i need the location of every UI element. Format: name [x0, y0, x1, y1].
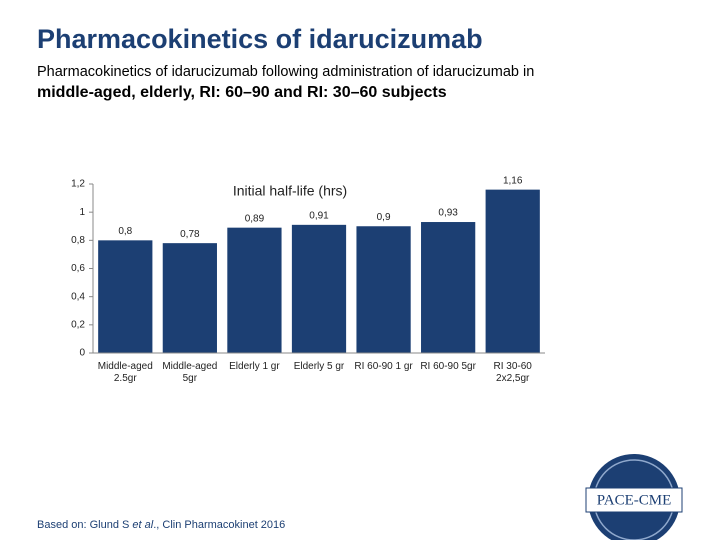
footer-text: ., Clin Pharmacokinet 2016 [153, 519, 286, 531]
bar [162, 243, 217, 353]
bar [485, 189, 540, 353]
x-tick-label: Middle-aged 2.5gr [97, 361, 153, 384]
y-tick-label: 0 [79, 348, 85, 359]
bar [291, 224, 347, 353]
y-tick-label: 1,2 [71, 179, 85, 190]
bar [227, 227, 282, 353]
value-label: 0,93 [438, 208, 458, 219]
value-label: 0,9 [377, 212, 391, 223]
y-tick-label: 0,8 [71, 235, 85, 246]
footer-italic: et al [132, 519, 154, 531]
chart-title: Initial half-life (hrs) [233, 183, 347, 199]
x-tick-label: RI 60-90 1 gr [354, 361, 413, 372]
x-tick-label: Middle-aged 5gr [162, 361, 218, 384]
subtitle-bold: middle-aged, elderly, RI: 60–90 and RI: … [37, 84, 447, 101]
y-tick-label: 0,4 [71, 291, 85, 302]
bar [421, 222, 476, 353]
y-tick-label: 0,2 [71, 319, 85, 330]
value-label: 1,16 [503, 175, 523, 186]
y-tick-label: 1 [79, 207, 85, 218]
logo-text: PACE-CME [597, 492, 671, 508]
slide-title: Pharmacokinetics of idarucizumab [37, 24, 483, 54]
x-tick-label: RI 30-60 2x2,5gr [493, 361, 532, 384]
x-tick-label: RI 60-90 5gr [420, 361, 476, 372]
y-tick-label: 0,6 [71, 263, 85, 274]
x-tick-label: Elderly 1 gr [229, 361, 280, 372]
value-label: 0,89 [245, 213, 265, 224]
bar [98, 240, 153, 353]
value-label: 0,91 [309, 210, 329, 221]
subtitle: Pharmacokinetics of idarucizumab followi… [37, 64, 535, 80]
x-tick-label: Elderly 5 gr [293, 361, 345, 372]
footer-text: Based on: Glund S [37, 519, 133, 531]
value-label: 0,8 [118, 226, 132, 237]
value-label: 0,78 [180, 229, 200, 240]
footer: Based on: Glund S et al., Clin Pharmacok… [37, 519, 285, 531]
bar [356, 226, 411, 353]
logo: PACE-CME [585, 454, 683, 540]
